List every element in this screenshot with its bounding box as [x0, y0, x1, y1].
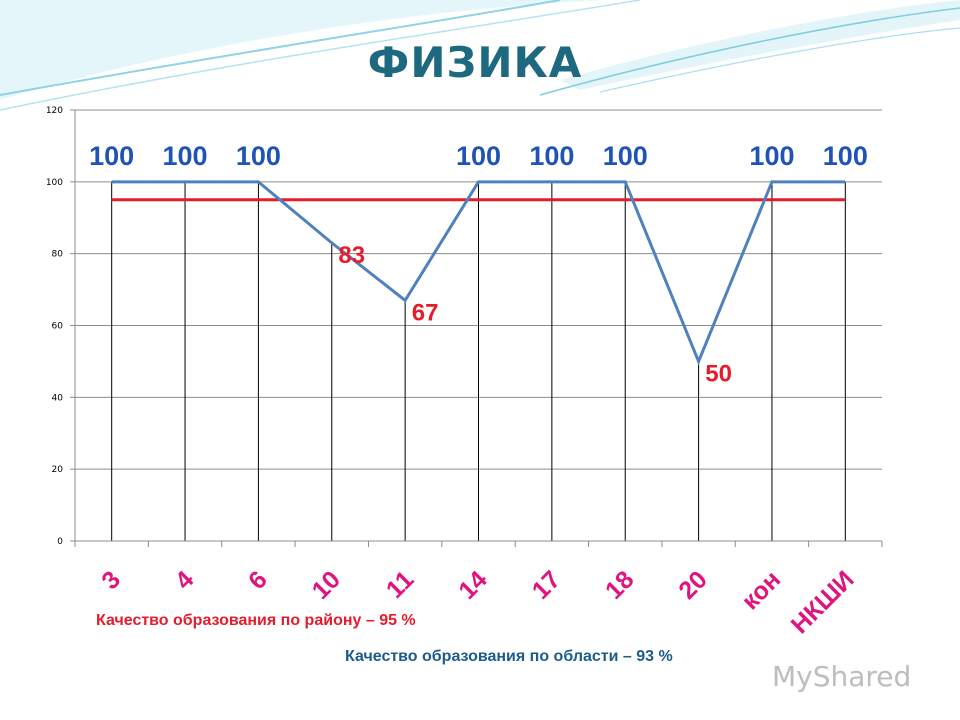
y-tick-label-2: 40: [52, 393, 64, 403]
y-tick-label-5: 100: [46, 178, 63, 188]
data-point-3: [331, 242, 333, 244]
data-point-0: [111, 181, 113, 183]
data-label-1: 100: [163, 141, 208, 171]
page-title: ФИЗИКА: [367, 38, 583, 87]
data-label-2: 100: [236, 141, 281, 171]
data-point-5: [478, 181, 479, 183]
data-label-7: 100: [603, 141, 648, 171]
data-label-3: 83: [338, 242, 365, 269]
y-tick-label-4: 80: [52, 250, 64, 260]
data-label-10: 100: [823, 141, 868, 171]
data-label-8: 50: [705, 360, 732, 387]
data-label-9: 100: [749, 141, 794, 171]
x-tick-label-3: 10: [307, 565, 346, 604]
x-tick-label-2: 6: [243, 565, 273, 595]
x-tick-label-8: 20: [673, 565, 712, 604]
y-tick-label-1: 20: [52, 465, 64, 475]
data-point-8: [698, 360, 700, 362]
x-tick-label-7: 18: [600, 565, 640, 605]
y-tick-label-6: 120: [46, 106, 63, 116]
data-point-9: [771, 181, 773, 183]
x-tick-label-4: 11: [381, 565, 420, 604]
region-quality-note: Качество образования по области – 93 %: [345, 648, 673, 665]
data-label-5: 100: [456, 141, 501, 171]
district-quality-note: Качество образования по району – 95 %: [96, 612, 416, 629]
x-tick-label-5: 14: [453, 565, 493, 605]
chart-gridlines: [70, 109, 882, 542]
y-tick-label-3: 60: [52, 322, 64, 332]
data-label-4: 67: [412, 299, 439, 326]
data-point-4: [404, 299, 406, 301]
x-tick-label-9: кон: [736, 565, 786, 615]
data-point-6: [551, 181, 553, 183]
chart-data-labels: 100 100 100 83 67 100 100 100 50 100 100: [89, 141, 868, 388]
data-point-2: [257, 181, 259, 183]
x-tick-label-1: 4: [170, 565, 200, 595]
chart-y-tick-labels: 0 20 40 60 80 100 120: [46, 106, 63, 547]
data-label-6: 100: [529, 141, 574, 171]
data-point-10: [844, 181, 846, 183]
x-tick-label-0: 3: [96, 565, 126, 595]
chart-drop-lines: [111, 181, 846, 541]
watermark-logo: MyShared: [772, 660, 912, 693]
x-tick-label-10: НКШИ: [786, 565, 860, 639]
x-tick-label-6: 17: [527, 565, 566, 604]
data-point-7: [624, 181, 626, 183]
chart-series: [111, 180, 846, 366]
data-label-0: 100: [89, 141, 134, 171]
data-point-1: [184, 181, 186, 183]
y-tick-label-0: 0: [57, 537, 63, 547]
chart-axes: [74, 110, 883, 547]
